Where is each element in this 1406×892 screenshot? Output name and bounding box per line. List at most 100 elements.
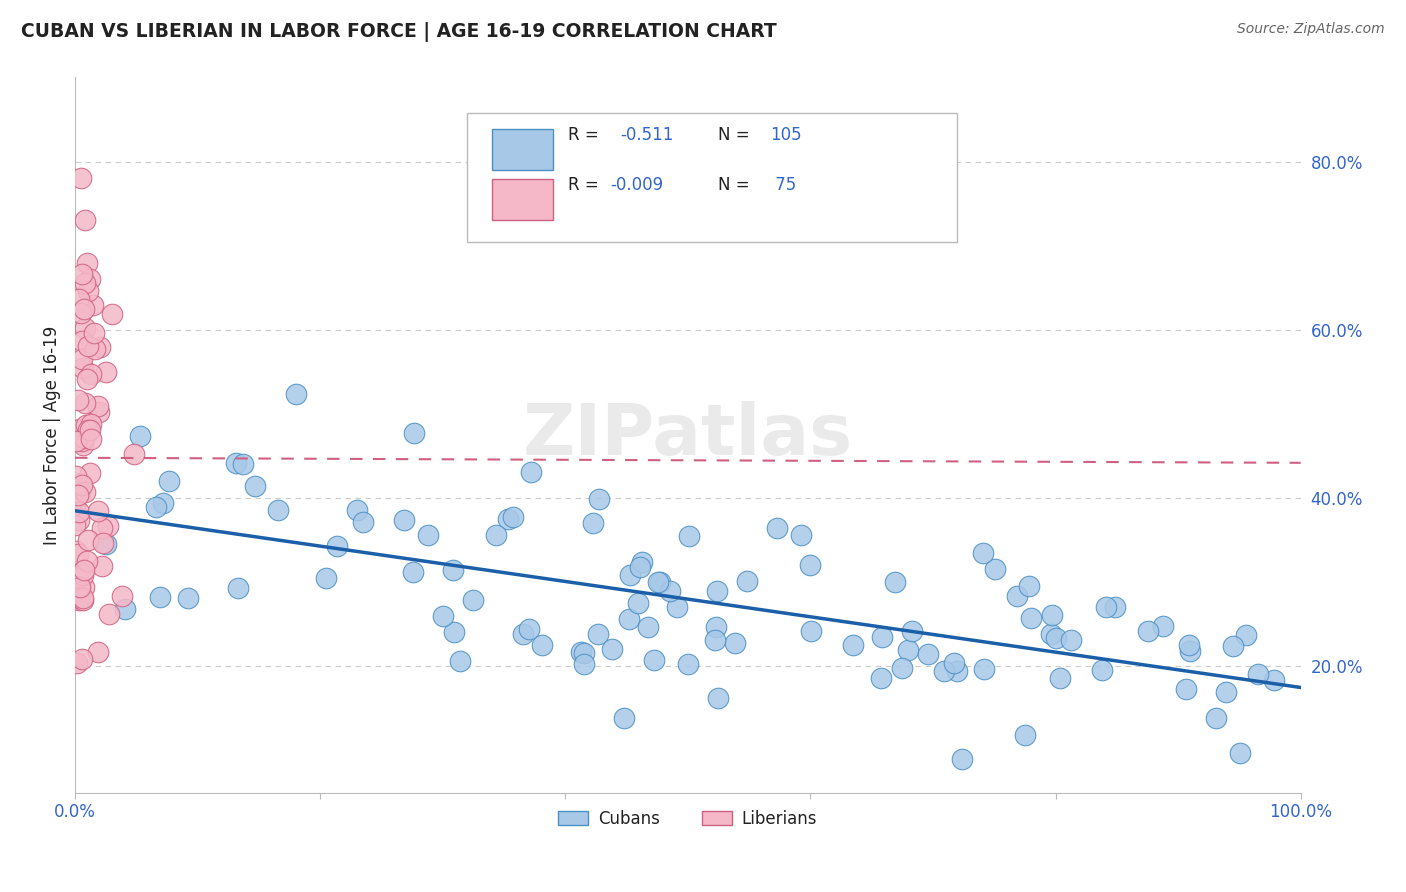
Point [512, 626, 534, 640]
Point [94, 365, 117, 379]
Point [72, 361, 94, 376]
Point [65, 544, 87, 558]
Point [65, 468, 87, 483]
Point [704, 620, 727, 634]
Point [402, 566, 425, 580]
Point [73, 563, 96, 577]
Point [650, 574, 672, 589]
Point [441, 563, 464, 577]
Point [76, 255, 98, 269]
Point [65, 518, 87, 533]
Point [502, 509, 524, 524]
Point [66, 587, 89, 601]
Point [129, 428, 152, 442]
Point [1095, 600, 1118, 615]
Point [325, 540, 347, 554]
Point [72, 592, 94, 607]
Point [70, 306, 93, 320]
Text: -0.009: -0.009 [610, 176, 664, 194]
Point [896, 643, 918, 657]
Point [1137, 624, 1160, 638]
Point [75, 276, 97, 290]
FancyBboxPatch shape [492, 129, 553, 170]
Point [79, 272, 101, 286]
Point [1060, 632, 1083, 647]
Point [950, 752, 973, 766]
Point [735, 574, 758, 589]
Point [631, 555, 654, 569]
Point [67, 505, 90, 519]
Point [72, 478, 94, 492]
Point [66, 591, 89, 606]
Point [1018, 579, 1040, 593]
Point [90, 521, 112, 535]
Point [66, 656, 89, 670]
Text: Source: ZipAtlas.com: Source: ZipAtlas.com [1237, 22, 1385, 37]
Point [1152, 619, 1174, 633]
Text: N =: N = [718, 126, 749, 144]
Point [66, 392, 89, 407]
Point [659, 584, 682, 599]
Point [943, 656, 966, 670]
Point [676, 657, 699, 671]
Point [1091, 664, 1114, 678]
Point [724, 635, 747, 649]
Point [582, 516, 605, 531]
Point [80, 367, 103, 381]
Point [70, 565, 93, 579]
Point [678, 529, 700, 543]
Point [70, 475, 93, 490]
Point [1175, 681, 1198, 696]
Point [1178, 643, 1201, 657]
Point [65, 434, 87, 449]
Point [67, 292, 90, 306]
Point [706, 584, 728, 599]
Point [70, 171, 93, 186]
Point [70, 652, 93, 666]
Legend: Cubans, Liberians: Cubans, Liberians [551, 803, 824, 834]
Point [917, 648, 939, 662]
Point [1205, 711, 1227, 725]
Point [73, 396, 96, 410]
Point [872, 631, 894, 645]
Point [73, 321, 96, 335]
Point [1019, 610, 1042, 624]
Point [1005, 589, 1028, 603]
Point [86, 645, 108, 659]
Point [945, 665, 967, 679]
Text: CUBAN VS LIBERIAN IN LABOR FORCE | AGE 16-19 CORRELATION CHART: CUBAN VS LIBERIAN IN LABOR FORCE | AGE 1… [21, 22, 778, 42]
Point [496, 512, 519, 526]
Point [530, 638, 553, 652]
Y-axis label: In Labor Force | Age 16-19: In Labor Force | Age 16-19 [44, 326, 60, 545]
Point [572, 657, 595, 672]
Point [790, 528, 813, 542]
Point [449, 654, 471, 668]
Text: R =: R = [568, 176, 599, 194]
Point [1234, 628, 1257, 642]
Point [77, 533, 100, 547]
Point [352, 515, 374, 529]
Text: -0.511: -0.511 [620, 126, 673, 144]
Point [1045, 631, 1067, 645]
Point [569, 645, 592, 659]
Point [1014, 728, 1036, 742]
Point [73, 485, 96, 500]
Point [432, 608, 454, 623]
Point [149, 591, 172, 605]
Point [628, 559, 651, 574]
Point [87, 504, 110, 518]
Point [1104, 600, 1126, 615]
Point [461, 593, 484, 607]
Point [73, 213, 96, 227]
Point [84, 342, 107, 356]
Point [402, 426, 425, 441]
Point [665, 600, 688, 615]
Point [973, 662, 995, 676]
Point [97, 519, 120, 533]
Point [72, 580, 94, 594]
Point [67, 513, 90, 527]
Point [315, 571, 337, 585]
Point [706, 690, 728, 705]
Point [901, 624, 924, 639]
Point [485, 527, 508, 541]
